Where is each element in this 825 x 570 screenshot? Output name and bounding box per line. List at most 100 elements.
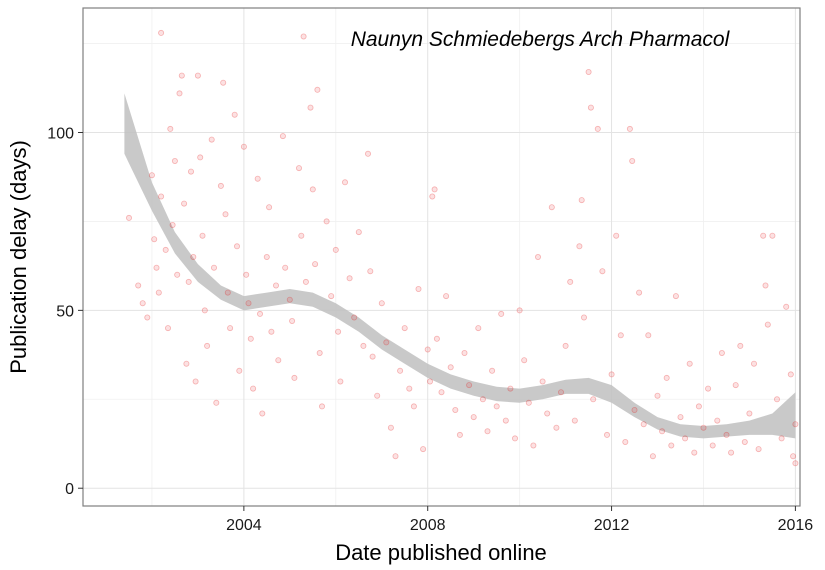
y-tick-label: 100 — [47, 126, 74, 143]
data-point — [571, 417, 578, 424]
data-point — [498, 310, 505, 317]
data-point — [668, 442, 675, 449]
data-point — [208, 136, 215, 143]
data-point — [746, 410, 753, 417]
data-point — [587, 104, 594, 111]
data-point — [737, 342, 744, 349]
data-point — [626, 125, 633, 132]
x-tick-label: 2012 — [594, 517, 630, 534]
data-point — [298, 232, 305, 239]
data-point — [351, 314, 358, 321]
data-point — [227, 325, 234, 332]
data-point — [151, 236, 158, 243]
data-point — [176, 90, 183, 97]
data-point — [604, 431, 611, 438]
data-point — [594, 125, 601, 132]
data-point — [424, 346, 431, 353]
data-point — [774, 396, 781, 403]
data-point — [741, 438, 748, 445]
data-point — [778, 435, 785, 442]
data-point — [466, 382, 473, 389]
data-point — [374, 392, 381, 399]
data-point — [401, 325, 408, 332]
data-point — [456, 431, 463, 438]
data-point — [590, 396, 597, 403]
data-point — [493, 403, 500, 410]
data-point — [275, 357, 282, 364]
data-point — [783, 303, 790, 310]
data-point — [787, 371, 794, 378]
data-point — [312, 261, 319, 268]
grid-lines — [83, 8, 800, 506]
data-point — [512, 435, 519, 442]
data-point — [553, 424, 560, 431]
data-point — [204, 342, 211, 349]
data-point — [631, 406, 638, 413]
data-point — [164, 325, 171, 332]
data-point — [516, 307, 523, 314]
data-point — [429, 193, 436, 200]
data-point — [316, 349, 323, 356]
x-tick-label: 2004 — [226, 517, 262, 534]
data-point — [183, 360, 190, 367]
data-point — [649, 453, 656, 460]
y-tick-label: 50 — [56, 303, 74, 320]
data-point — [335, 328, 342, 335]
data-point — [443, 293, 450, 300]
data-point — [158, 29, 165, 36]
data-point — [677, 414, 684, 421]
data-point — [567, 278, 574, 285]
data-point — [383, 339, 390, 346]
data-point — [185, 278, 192, 285]
data-point — [695, 403, 702, 410]
data-point — [654, 392, 661, 399]
data-point — [194, 72, 201, 79]
data-point — [155, 289, 162, 296]
x-tick-label: 2008 — [410, 517, 446, 534]
data-point — [622, 438, 629, 445]
data-point — [420, 446, 427, 453]
data-point — [187, 168, 194, 175]
data-point — [250, 385, 257, 392]
data-point — [578, 197, 585, 204]
data-point — [535, 253, 542, 260]
axis-ticks: 2004 2008 2012 2016 0 50 100 — [47, 126, 813, 535]
data-point — [792, 421, 799, 428]
data-point — [328, 293, 335, 300]
data-point — [341, 179, 348, 186]
data-point — [256, 310, 263, 317]
data-point — [135, 282, 142, 289]
data-point — [521, 357, 528, 364]
data-point — [613, 232, 620, 239]
data-point — [705, 385, 712, 392]
data-point — [210, 264, 217, 271]
data-point — [178, 72, 185, 79]
data-point — [617, 332, 624, 339]
data-point — [636, 289, 643, 296]
data-point — [314, 86, 321, 93]
data-point — [240, 143, 247, 150]
data-point — [755, 446, 762, 453]
data-point — [126, 214, 133, 221]
data-point — [663, 374, 670, 381]
data-point — [266, 204, 273, 211]
data-point — [762, 282, 769, 289]
data-point — [224, 289, 231, 296]
data-point — [236, 367, 243, 374]
x-axis-title: Date published online — [335, 540, 547, 565]
data-point — [158, 193, 165, 200]
data-point — [426, 378, 433, 385]
data-point — [502, 417, 509, 424]
data-point — [243, 271, 250, 278]
data-point — [387, 424, 394, 431]
data-point — [300, 33, 307, 40]
data-point — [247, 335, 254, 342]
data-point — [728, 449, 735, 456]
data-point — [645, 332, 652, 339]
smooth-band — [124, 93, 796, 439]
data-point — [364, 150, 371, 157]
data-point — [201, 307, 208, 314]
data-point — [286, 296, 293, 303]
data-point — [760, 232, 767, 239]
data-point — [608, 371, 615, 378]
